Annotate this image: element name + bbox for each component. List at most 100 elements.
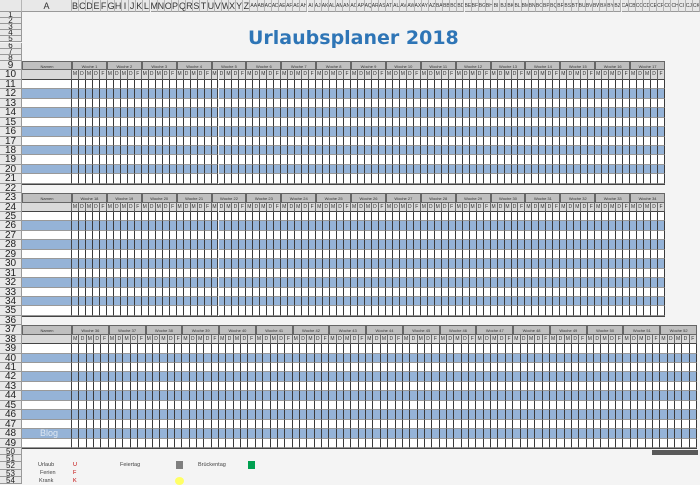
day-cell[interactable] (469, 438, 477, 448)
day-cell[interactable] (399, 164, 407, 175)
day-cell[interactable] (101, 372, 109, 382)
day-cell[interactable] (574, 98, 582, 109)
day-cell[interactable] (378, 164, 386, 175)
day-cell[interactable] (169, 230, 177, 241)
column-header[interactable]: C (79, 0, 87, 12)
column-header[interactable]: CE (650, 0, 658, 12)
day-cell[interactable] (253, 230, 261, 241)
day-cell[interactable] (572, 344, 580, 354)
day-cell[interactable] (385, 296, 393, 307)
day-cell[interactable] (239, 259, 247, 269)
day-cell[interactable] (406, 259, 414, 269)
day-cell[interactable] (316, 155, 324, 165)
day-cell[interactable] (233, 438, 242, 448)
day-cell[interactable] (270, 391, 278, 401)
day-cell[interactable] (434, 259, 442, 269)
day-cell[interactable] (395, 391, 403, 401)
column-header[interactable]: AY (421, 0, 429, 12)
day-cell[interactable] (316, 268, 324, 279)
day-cell[interactable] (402, 391, 411, 401)
day-cell[interactable] (594, 410, 602, 420)
day-cell[interactable] (637, 212, 645, 222)
day-cell[interactable] (288, 287, 296, 297)
day-cell[interactable] (553, 174, 561, 184)
day-cell[interactable] (651, 278, 659, 288)
day-cell[interactable] (644, 212, 652, 222)
day-cell[interactable] (309, 306, 317, 316)
day-cell[interactable] (141, 268, 149, 279)
day-cell[interactable] (588, 98, 596, 109)
day-cell[interactable] (574, 108, 582, 118)
day-cell[interactable] (532, 296, 540, 307)
day-cell[interactable] (274, 155, 282, 165)
day-cell[interactable] (366, 381, 374, 392)
day-cell[interactable] (116, 410, 124, 420)
day-cell[interactable] (609, 174, 617, 184)
day-cell[interactable] (432, 438, 440, 448)
day-cell[interactable] (307, 429, 315, 439)
day-cell[interactable] (351, 145, 359, 156)
day-cell[interactable] (183, 230, 191, 241)
day-cell[interactable] (525, 108, 533, 118)
day-cell[interactable] (183, 174, 191, 184)
day-cell[interactable] (424, 429, 433, 439)
day-cell[interactable] (94, 372, 102, 382)
day-cell[interactable] (623, 108, 631, 118)
day-cell[interactable] (219, 438, 227, 448)
day-cell[interactable] (79, 381, 87, 392)
day-cell[interactable] (406, 136, 414, 146)
day-cell[interactable] (108, 438, 117, 448)
day-cell[interactable] (197, 419, 205, 430)
day-cell[interactable] (490, 155, 498, 165)
day-cell[interactable] (567, 145, 575, 156)
day-cell[interactable] (226, 381, 234, 392)
day-cell[interactable] (255, 391, 264, 401)
day-cell[interactable] (497, 212, 505, 222)
day-cell[interactable] (469, 400, 477, 411)
day-cell[interactable] (169, 212, 177, 222)
day-cell[interactable] (682, 363, 690, 373)
day-cell[interactable] (351, 372, 359, 382)
day-cell[interactable] (241, 429, 249, 439)
day-cell[interactable] (476, 268, 484, 279)
day-cell[interactable] (371, 98, 379, 109)
day-cell[interactable] (525, 230, 533, 241)
day-cell[interactable] (285, 363, 293, 373)
day-cell[interactable] (553, 136, 561, 146)
day-cell[interactable] (658, 296, 665, 307)
day-cell[interactable] (225, 127, 233, 137)
column-header[interactable]: AR (371, 0, 379, 12)
day-cell[interactable] (623, 278, 631, 288)
day-cell[interactable] (145, 344, 153, 354)
day-cell[interactable] (532, 98, 540, 109)
row-header[interactable]: 47 (0, 419, 22, 430)
day-cell[interactable] (567, 259, 575, 269)
day-cell[interactable] (483, 89, 491, 99)
day-cell[interactable] (525, 296, 533, 307)
day-cell[interactable] (323, 212, 331, 222)
name-cell[interactable] (22, 363, 72, 373)
day-cell[interactable] (532, 127, 540, 137)
day-cell[interactable] (630, 410, 639, 420)
day-cell[interactable] (366, 429, 374, 439)
column-header[interactable]: AP (357, 0, 365, 12)
day-cell[interactable] (113, 230, 121, 241)
column-header[interactable]: Y (236, 0, 244, 12)
day-cell[interactable] (557, 410, 565, 420)
day-cell[interactable] (99, 79, 107, 90)
row-header[interactable]: 45 (0, 400, 22, 411)
day-cell[interactable] (546, 145, 554, 156)
day-cell[interactable] (351, 221, 359, 231)
day-cell[interactable] (365, 174, 372, 184)
day-cell[interactable] (162, 268, 170, 279)
day-cell[interactable] (211, 221, 219, 231)
day-cell[interactable] (448, 240, 456, 250)
day-cell[interactable] (218, 278, 226, 288)
day-cell[interactable] (532, 79, 540, 90)
day-cell[interactable] (108, 429, 117, 439)
day-cell[interactable] (145, 400, 153, 411)
day-cell[interactable] (504, 89, 512, 99)
day-cell[interactable] (595, 259, 603, 269)
day-cell[interactable] (274, 89, 282, 99)
day-cell[interactable] (371, 230, 379, 241)
